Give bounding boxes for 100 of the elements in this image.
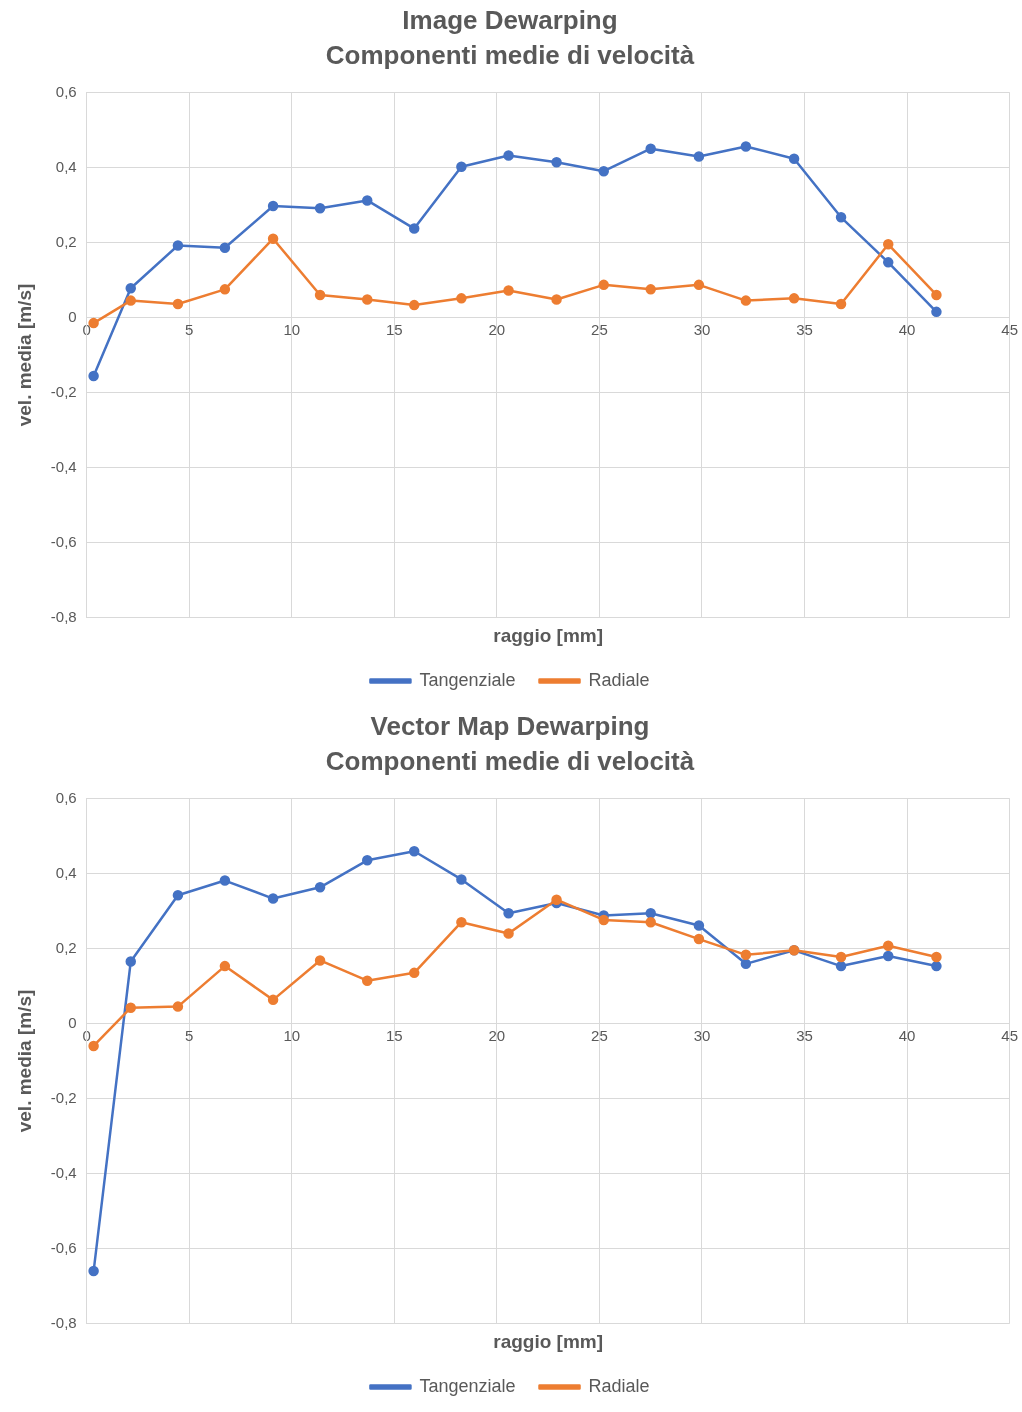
point: [172, 298, 184, 310]
point: [267, 200, 279, 212]
point: [408, 223, 420, 234]
point: [503, 907, 514, 919]
point: [882, 257, 894, 268]
y-axis-title: vel. media [m/s]: [13, 989, 35, 1133]
x-axis-title: raggio [mm]: [493, 625, 604, 647]
point: [788, 153, 800, 165]
chart-title: Vector Map Dewarping: [370, 710, 650, 741]
point: [882, 940, 894, 952]
x-tick-label: 15: [385, 320, 403, 338]
x-tick-label: 30: [693, 1026, 711, 1044]
legend-label: Radiale: [588, 1375, 650, 1396]
y-tick-label: -0,8: [50, 607, 77, 625]
y-tick-label: -0,4: [50, 1163, 77, 1181]
point: [693, 920, 705, 931]
point: [645, 143, 656, 154]
y-tick-label: -0,2: [50, 382, 77, 400]
point: [551, 156, 562, 168]
point: [693, 933, 705, 945]
legend-label: Tangenziale: [419, 669, 516, 690]
point: [693, 151, 705, 162]
y-tick-label: -0,8: [50, 1313, 77, 1331]
point: [645, 907, 656, 919]
point: [598, 914, 609, 926]
y-tick-label: 0,6: [55, 788, 77, 806]
point: [125, 295, 136, 306]
point: [598, 165, 609, 177]
x-tick-label: 20: [488, 1026, 506, 1044]
point: [314, 955, 326, 966]
point: [125, 956, 136, 967]
point: [740, 949, 752, 961]
point: [314, 289, 326, 301]
point: [503, 928, 514, 939]
point: [931, 951, 942, 963]
point: [361, 195, 373, 206]
x-axis-title: raggio [mm]: [493, 1331, 604, 1353]
point: [551, 294, 562, 305]
point: [788, 293, 800, 304]
point: [740, 295, 752, 306]
x-tick-label: 5: [185, 1026, 194, 1044]
x-tick-label: 10: [283, 1026, 301, 1044]
point: [88, 1265, 99, 1277]
point: [503, 150, 514, 161]
point: [645, 284, 656, 295]
x-tick-label: 25: [591, 320, 608, 338]
y-tick-label: 0: [68, 307, 77, 325]
point: [219, 960, 231, 972]
x-tick-label: 40: [898, 320, 916, 338]
y-tick-label: 0: [68, 1013, 77, 1031]
legend-label: Tangenziale: [419, 1375, 516, 1396]
point: [456, 916, 467, 928]
point: [314, 882, 326, 893]
point: [408, 967, 420, 979]
point: [172, 889, 184, 901]
point: [835, 212, 847, 223]
point: [503, 285, 514, 296]
legend-label: Radiale: [588, 669, 650, 690]
x-tick-label: 10: [283, 320, 301, 338]
y-tick-label: -0,4: [50, 457, 77, 475]
point: [88, 1040, 99, 1052]
y-tick-label: -0,6: [50, 1238, 77, 1256]
y-tick-label: 0,4: [55, 157, 77, 175]
x-tick-label: 45: [1001, 1026, 1018, 1044]
point: [740, 958, 752, 970]
x-tick-label: 5: [185, 320, 194, 338]
point: [219, 284, 231, 295]
point: [408, 299, 420, 311]
chart-subtitle: Componenti medie di velocità: [325, 39, 695, 70]
point: [314, 203, 326, 214]
x-tick-label: 25: [591, 1026, 608, 1044]
point: [456, 293, 467, 304]
x-tick-label: 45: [1001, 320, 1018, 338]
point: [882, 239, 894, 250]
x-tick-label: 35: [796, 320, 813, 338]
point: [361, 294, 373, 305]
x-tick-label: 15: [385, 1026, 403, 1044]
point: [551, 894, 562, 905]
point: [931, 306, 942, 318]
x-tick-label: 20: [488, 320, 506, 338]
point: [882, 950, 894, 962]
y-tick-label: 0,4: [55, 863, 77, 881]
point: [598, 279, 609, 291]
point: [931, 960, 942, 972]
y-tick-label: 0,2: [55, 232, 77, 250]
x-tick-label: 30: [693, 320, 711, 338]
point: [361, 975, 373, 986]
point: [88, 370, 99, 382]
point: [172, 240, 184, 251]
y-tick-label: -0,2: [50, 1088, 77, 1106]
point: [456, 874, 467, 885]
point: [931, 289, 942, 301]
point: [172, 1001, 184, 1012]
y-tick-label: -0,6: [50, 532, 77, 550]
x-tick-label: 40: [898, 1026, 916, 1044]
point: [835, 951, 847, 963]
point: [835, 298, 847, 310]
point: [361, 855, 373, 866]
point: [267, 893, 279, 904]
y-tick-label: 0,6: [55, 82, 77, 100]
